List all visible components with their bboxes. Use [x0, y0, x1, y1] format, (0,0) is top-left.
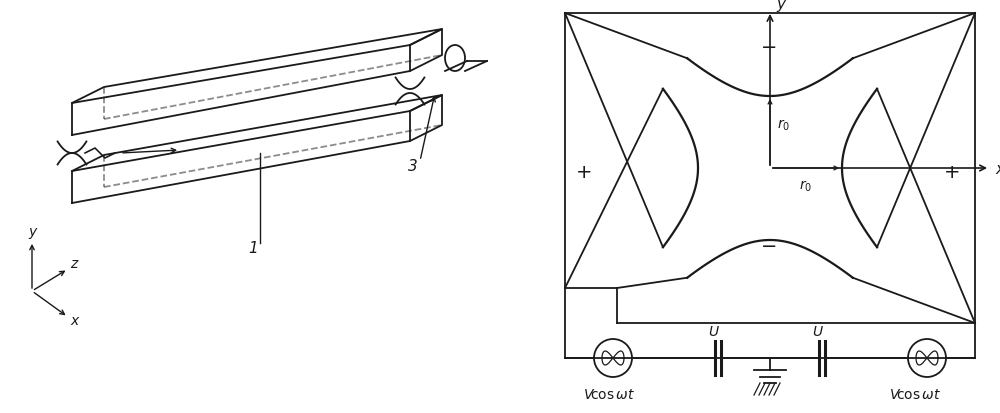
- Text: $+$: $+$: [943, 163, 959, 182]
- Text: $r_0$: $r_0$: [799, 179, 812, 195]
- Text: y: y: [776, 0, 785, 12]
- Text: $V\!\cos\omega t$: $V\!\cos\omega t$: [889, 388, 941, 402]
- Text: x: x: [995, 162, 1000, 177]
- Text: $U$: $U$: [708, 325, 720, 339]
- Text: $r_0$: $r_0$: [777, 117, 790, 133]
- Text: $-$: $-$: [760, 235, 776, 254]
- Text: $V\!\cos\omega t$: $V\!\cos\omega t$: [583, 388, 635, 402]
- Text: 3: 3: [408, 159, 418, 174]
- Text: $U$: $U$: [812, 325, 824, 339]
- Text: y: y: [28, 225, 36, 239]
- Text: z: z: [70, 257, 77, 271]
- Text: 1: 1: [248, 241, 258, 256]
- Text: $+$: $+$: [575, 163, 591, 182]
- Text: x: x: [70, 314, 78, 328]
- Text: $-$: $-$: [760, 36, 776, 55]
